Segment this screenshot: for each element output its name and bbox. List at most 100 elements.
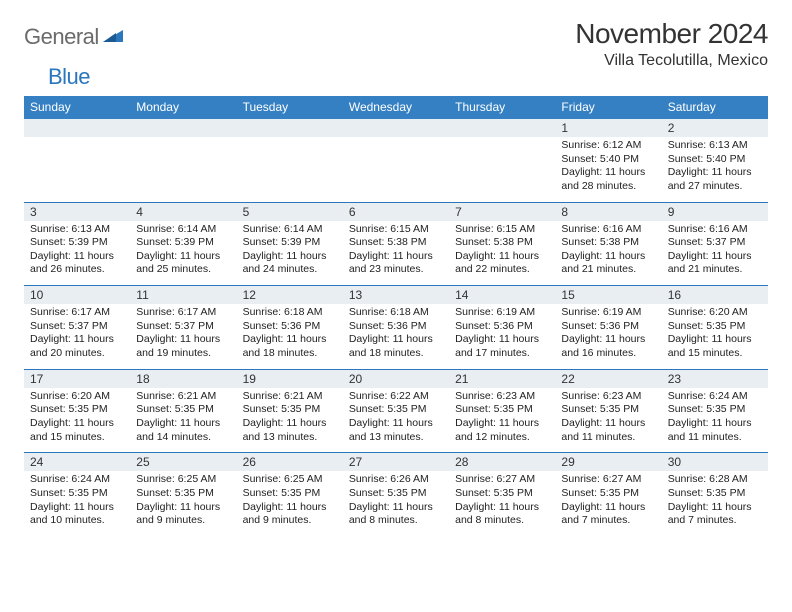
calendar-table: Sunday Monday Tuesday Wednesday Thursday… [24, 96, 768, 536]
day-number: 13 [343, 286, 449, 305]
day-number: 16 [662, 286, 768, 305]
sunrise: Sunrise: 6:18 AM [243, 306, 337, 320]
day-cell: Sunrise: 6:15 AMSunset: 5:38 PMDaylight:… [343, 221, 449, 286]
sunrise: Sunrise: 6:25 AM [136, 473, 230, 487]
day-number-row: 17181920212223 [24, 369, 768, 388]
day-number [237, 119, 343, 138]
day-cell: Sunrise: 6:20 AMSunset: 5:35 PMDaylight:… [662, 304, 768, 369]
daylight-line2: and 25 minutes. [136, 263, 230, 277]
daylight-line1: Daylight: 11 hours [30, 417, 124, 431]
sunset: Sunset: 5:35 PM [668, 403, 762, 417]
day-cell: Sunrise: 6:26 AMSunset: 5:35 PMDaylight:… [343, 471, 449, 536]
daylight-line1: Daylight: 11 hours [243, 250, 337, 264]
logo-text-1: General [24, 24, 99, 50]
sunset: Sunset: 5:38 PM [561, 236, 655, 250]
daylight-line2: and 19 minutes. [136, 347, 230, 361]
sunrise: Sunrise: 6:26 AM [349, 473, 443, 487]
day-number: 3 [24, 202, 130, 221]
daylight-line2: and 14 minutes. [136, 431, 230, 445]
day-number: 28 [449, 453, 555, 472]
daylight-line1: Daylight: 11 hours [30, 501, 124, 515]
daylight-line2: and 16 minutes. [561, 347, 655, 361]
daylight-line1: Daylight: 11 hours [349, 417, 443, 431]
day-cell: Sunrise: 6:24 AMSunset: 5:35 PMDaylight:… [24, 471, 130, 536]
day-cell: Sunrise: 6:23 AMSunset: 5:35 PMDaylight:… [449, 388, 555, 453]
sunset: Sunset: 5:37 PM [668, 236, 762, 250]
day-content-row: Sunrise: 6:13 AMSunset: 5:39 PMDaylight:… [24, 221, 768, 286]
weekday-header: Tuesday [237, 96, 343, 119]
daylight-line1: Daylight: 11 hours [30, 250, 124, 264]
calendar-page: General November 2024 Villa Tecolutilla,… [0, 0, 792, 548]
daylight-line2: and 9 minutes. [136, 514, 230, 528]
day-content-row: Sunrise: 6:20 AMSunset: 5:35 PMDaylight:… [24, 388, 768, 453]
daylight-line1: Daylight: 11 hours [668, 250, 762, 264]
location: Villa Tecolutilla, Mexico [575, 52, 768, 70]
sunrise: Sunrise: 6:20 AM [668, 306, 762, 320]
day-cell [130, 137, 236, 202]
day-cell: Sunrise: 6:12 AMSunset: 5:40 PMDaylight:… [555, 137, 661, 202]
sunrise: Sunrise: 6:22 AM [349, 390, 443, 404]
day-content-row: Sunrise: 6:24 AMSunset: 5:35 PMDaylight:… [24, 471, 768, 536]
day-number-row: 3456789 [24, 202, 768, 221]
daylight-line2: and 24 minutes. [243, 263, 337, 277]
day-cell [343, 137, 449, 202]
sunset: Sunset: 5:40 PM [561, 153, 655, 167]
day-number: 15 [555, 286, 661, 305]
sunset: Sunset: 5:36 PM [561, 320, 655, 334]
daylight-line2: and 17 minutes. [455, 347, 549, 361]
day-number: 26 [237, 453, 343, 472]
sunset: Sunset: 5:35 PM [30, 487, 124, 501]
day-cell: Sunrise: 6:13 AMSunset: 5:40 PMDaylight:… [662, 137, 768, 202]
sunrise: Sunrise: 6:17 AM [136, 306, 230, 320]
sunset: Sunset: 5:35 PM [455, 403, 549, 417]
logo-text-2: Blue [48, 64, 90, 90]
daylight-line1: Daylight: 11 hours [243, 501, 337, 515]
weekday-header: Sunday [24, 96, 130, 119]
month-title: November 2024 [575, 18, 768, 50]
day-number: 25 [130, 453, 236, 472]
daylight-line1: Daylight: 11 hours [455, 501, 549, 515]
daylight-line2: and 11 minutes. [561, 431, 655, 445]
daylight-line1: Daylight: 11 hours [668, 166, 762, 180]
daylight-line1: Daylight: 11 hours [561, 250, 655, 264]
day-number: 8 [555, 202, 661, 221]
day-cell: Sunrise: 6:25 AMSunset: 5:35 PMDaylight:… [130, 471, 236, 536]
daylight-line2: and 18 minutes. [349, 347, 443, 361]
sunrise: Sunrise: 6:14 AM [243, 223, 337, 237]
calendar-body: 12 Sunrise: 6:12 AMSunset: 5:40 PMDaylig… [24, 119, 768, 536]
day-number [343, 119, 449, 138]
day-number: 5 [237, 202, 343, 221]
sunset: Sunset: 5:39 PM [136, 236, 230, 250]
daylight-line2: and 9 minutes. [243, 514, 337, 528]
day-cell: Sunrise: 6:27 AMSunset: 5:35 PMDaylight:… [555, 471, 661, 536]
sunset: Sunset: 5:35 PM [30, 403, 124, 417]
day-number: 21 [449, 369, 555, 388]
daylight-line1: Daylight: 11 hours [243, 333, 337, 347]
day-cell: Sunrise: 6:16 AMSunset: 5:37 PMDaylight:… [662, 221, 768, 286]
sunrise: Sunrise: 6:13 AM [30, 223, 124, 237]
sunset: Sunset: 5:39 PM [243, 236, 337, 250]
sunset: Sunset: 5:35 PM [243, 403, 337, 417]
sunrise: Sunrise: 6:24 AM [30, 473, 124, 487]
sunset: Sunset: 5:35 PM [455, 487, 549, 501]
daylight-line1: Daylight: 11 hours [136, 333, 230, 347]
sunset: Sunset: 5:35 PM [561, 403, 655, 417]
weekday-header: Thursday [449, 96, 555, 119]
day-cell: Sunrise: 6:18 AMSunset: 5:36 PMDaylight:… [343, 304, 449, 369]
day-number: 12 [237, 286, 343, 305]
day-cell: Sunrise: 6:19 AMSunset: 5:36 PMDaylight:… [449, 304, 555, 369]
logo-triangle-icon [103, 27, 123, 48]
weekday-header: Saturday [662, 96, 768, 119]
daylight-line2: and 8 minutes. [349, 514, 443, 528]
sunrise: Sunrise: 6:13 AM [668, 139, 762, 153]
daylight-line1: Daylight: 11 hours [349, 250, 443, 264]
daylight-line2: and 12 minutes. [455, 431, 549, 445]
day-cell: Sunrise: 6:19 AMSunset: 5:36 PMDaylight:… [555, 304, 661, 369]
daylight-line2: and 13 minutes. [349, 431, 443, 445]
sunset: Sunset: 5:37 PM [136, 320, 230, 334]
daylight-line1: Daylight: 11 hours [136, 501, 230, 515]
day-number: 24 [24, 453, 130, 472]
day-cell: Sunrise: 6:24 AMSunset: 5:35 PMDaylight:… [662, 388, 768, 453]
daylight-line2: and 7 minutes. [561, 514, 655, 528]
day-number: 2 [662, 119, 768, 138]
